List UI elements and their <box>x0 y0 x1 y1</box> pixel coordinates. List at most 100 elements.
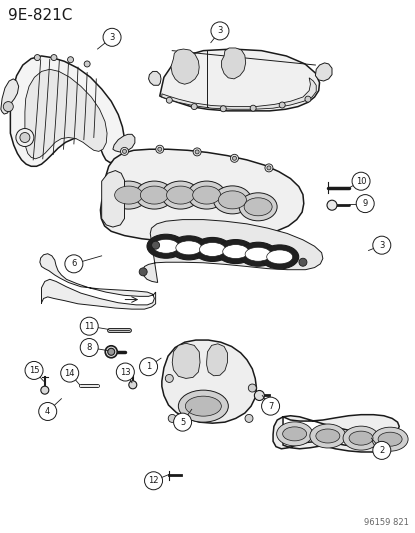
Circle shape <box>80 317 98 335</box>
Circle shape <box>248 384 256 392</box>
Text: 9: 9 <box>363 199 368 208</box>
Circle shape <box>105 346 117 358</box>
Text: 15: 15 <box>29 366 39 375</box>
Circle shape <box>254 391 264 400</box>
Circle shape <box>373 236 391 254</box>
Ellipse shape <box>213 186 251 214</box>
Polygon shape <box>315 63 332 81</box>
Polygon shape <box>10 56 124 166</box>
Circle shape <box>68 56 73 63</box>
Circle shape <box>39 402 57 421</box>
Text: 3: 3 <box>110 33 115 42</box>
Circle shape <box>232 156 237 160</box>
Ellipse shape <box>261 245 299 269</box>
Ellipse shape <box>349 431 373 445</box>
Ellipse shape <box>193 186 221 204</box>
Polygon shape <box>162 78 316 109</box>
Polygon shape <box>160 49 320 111</box>
Ellipse shape <box>135 181 173 209</box>
Text: 1: 1 <box>146 362 151 371</box>
Text: 2: 2 <box>379 446 384 455</box>
Polygon shape <box>149 71 161 85</box>
Circle shape <box>245 414 253 423</box>
Circle shape <box>356 195 374 213</box>
Circle shape <box>193 148 201 156</box>
Circle shape <box>373 441 391 459</box>
Text: 10: 10 <box>356 177 366 185</box>
Circle shape <box>279 102 285 108</box>
Circle shape <box>173 413 192 431</box>
Text: 11: 11 <box>84 322 95 330</box>
Circle shape <box>267 166 271 170</box>
Polygon shape <box>207 344 227 376</box>
Circle shape <box>51 54 57 61</box>
Text: 7: 7 <box>268 402 273 410</box>
Circle shape <box>220 106 226 112</box>
Ellipse shape <box>217 239 255 264</box>
Ellipse shape <box>140 186 168 204</box>
Polygon shape <box>172 343 200 378</box>
Circle shape <box>211 22 229 40</box>
Ellipse shape <box>372 427 408 451</box>
Circle shape <box>108 348 115 356</box>
Text: 3: 3 <box>217 27 222 35</box>
Ellipse shape <box>239 193 277 221</box>
Circle shape <box>305 96 311 102</box>
Circle shape <box>144 472 163 490</box>
Circle shape <box>168 414 176 423</box>
Circle shape <box>120 147 129 156</box>
Circle shape <box>129 381 137 389</box>
Ellipse shape <box>218 191 247 209</box>
Ellipse shape <box>244 198 272 216</box>
Text: 5: 5 <box>180 418 185 426</box>
Circle shape <box>265 164 273 172</box>
Ellipse shape <box>283 427 307 441</box>
Ellipse shape <box>178 390 228 422</box>
Ellipse shape <box>186 396 221 416</box>
Ellipse shape <box>147 234 185 259</box>
Ellipse shape <box>153 239 179 253</box>
Polygon shape <box>143 220 323 282</box>
Circle shape <box>139 358 158 376</box>
Text: 8: 8 <box>87 343 92 352</box>
Ellipse shape <box>115 186 143 204</box>
Polygon shape <box>100 149 304 242</box>
Polygon shape <box>171 49 199 84</box>
Circle shape <box>84 61 90 67</box>
Circle shape <box>230 154 239 163</box>
Circle shape <box>166 97 172 103</box>
Circle shape <box>151 241 160 249</box>
Ellipse shape <box>166 186 195 204</box>
Polygon shape <box>25 69 107 159</box>
Ellipse shape <box>193 237 232 262</box>
Ellipse shape <box>223 245 249 259</box>
Circle shape <box>34 54 40 61</box>
Polygon shape <box>222 48 246 79</box>
Text: 14: 14 <box>64 369 75 377</box>
Text: 9E-821C: 9E-821C <box>8 8 72 23</box>
Text: 96159 821: 96159 821 <box>364 518 409 527</box>
Polygon shape <box>273 415 399 452</box>
Polygon shape <box>40 254 156 309</box>
Circle shape <box>80 338 98 357</box>
Ellipse shape <box>316 429 340 443</box>
Circle shape <box>191 103 197 110</box>
Polygon shape <box>162 340 256 423</box>
Circle shape <box>261 397 280 415</box>
Circle shape <box>61 364 79 382</box>
Circle shape <box>65 255 83 273</box>
Polygon shape <box>1 79 19 114</box>
Ellipse shape <box>239 242 277 266</box>
Text: 4: 4 <box>45 407 50 416</box>
Ellipse shape <box>267 250 293 264</box>
Circle shape <box>41 386 49 394</box>
Circle shape <box>158 147 162 151</box>
Circle shape <box>195 150 199 154</box>
Circle shape <box>165 374 173 383</box>
Circle shape <box>3 102 13 111</box>
Ellipse shape <box>343 426 379 450</box>
Ellipse shape <box>110 181 148 209</box>
Text: 6: 6 <box>71 260 76 268</box>
Ellipse shape <box>176 241 202 255</box>
Ellipse shape <box>161 181 200 209</box>
